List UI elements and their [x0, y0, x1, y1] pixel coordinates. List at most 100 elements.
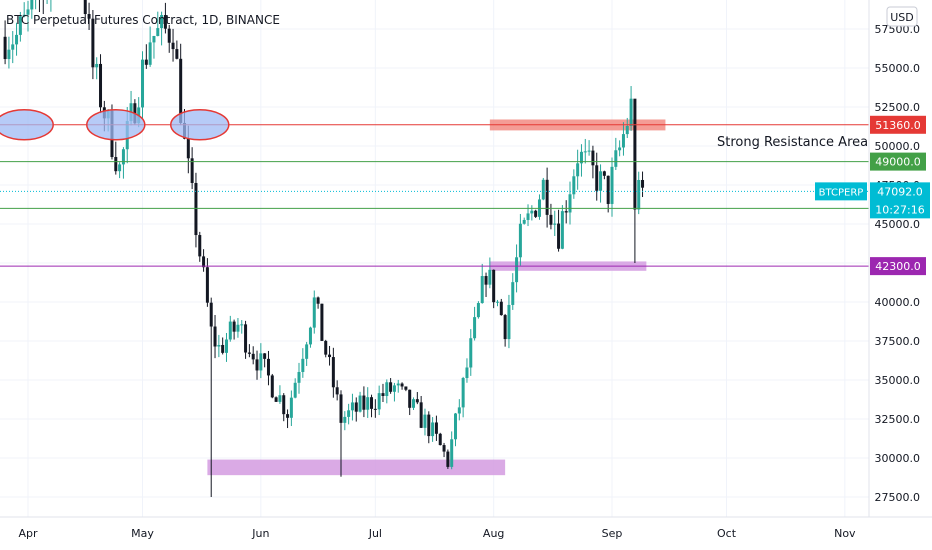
candle-body	[240, 324, 244, 326]
candle-body	[289, 397, 293, 418]
candle-body	[629, 98, 633, 126]
candle-body	[190, 158, 194, 183]
level-badge-label: 42300.0	[875, 260, 921, 273]
candle-body	[488, 269, 492, 285]
time-tick-label: Oct	[717, 527, 737, 540]
candle-body	[385, 382, 389, 396]
candle-body	[621, 134, 625, 148]
time-tick-label: Nov	[834, 527, 856, 540]
candle-body	[251, 353, 255, 360]
ellipse-marker	[86, 109, 146, 141]
candle-body	[118, 164, 122, 172]
candle-body	[495, 301, 499, 303]
candle-body	[381, 393, 385, 396]
candle-body	[442, 445, 446, 452]
candle-body	[156, 28, 160, 36]
candle-body	[293, 382, 297, 398]
candle-body	[305, 344, 309, 359]
candle-body	[343, 416, 347, 423]
candle-body	[602, 171, 606, 176]
candle-body	[30, 0, 34, 10]
time-axis[interactable]	[0, 517, 869, 550]
candle-body	[95, 63, 99, 68]
candle-body	[91, 18, 95, 68]
candle-body	[366, 397, 370, 410]
candle-body	[331, 357, 335, 388]
price-tick-label: 50000.0	[875, 140, 921, 153]
candle-body	[415, 399, 419, 403]
candle-body	[568, 194, 572, 213]
candle-body	[263, 353, 267, 359]
candle-body	[347, 410, 351, 417]
candle-body	[511, 282, 515, 305]
candle-body	[282, 395, 286, 415]
candle-body	[465, 367, 469, 379]
candle-body	[404, 386, 408, 390]
candle-body	[274, 397, 278, 402]
candle-body	[507, 304, 511, 340]
candle-body	[228, 321, 232, 340]
level-badge	[870, 115, 926, 134]
candle-body	[614, 150, 618, 167]
candle-body	[427, 414, 431, 437]
candle-body	[213, 326, 217, 347]
candle-body	[163, 15, 167, 29]
candle-body	[354, 402, 358, 412]
candle-body	[499, 301, 503, 316]
candle-body	[316, 297, 320, 304]
price-tick-label: 55000.0	[875, 62, 921, 75]
candle-body	[392, 385, 396, 392]
candle-body	[328, 354, 332, 358]
candle-body	[83, 0, 87, 15]
candle-body	[583, 151, 587, 153]
currency-button[interactable]	[886, 6, 918, 27]
candle-body	[637, 179, 641, 210]
candle-body	[503, 315, 507, 340]
candle-body	[587, 150, 591, 152]
candle-body	[312, 297, 316, 328]
level-badge-label: 49000.0	[875, 156, 921, 169]
level-badge	[870, 257, 926, 276]
ellipse-markers	[0, 109, 230, 141]
candle-body	[278, 395, 282, 402]
candle-body	[167, 28, 171, 43]
candle-body	[400, 383, 404, 387]
candle-body	[171, 42, 175, 50]
candle-body	[144, 59, 148, 65]
candle-body	[522, 219, 526, 224]
candle-body	[255, 359, 259, 371]
candle-body	[446, 451, 450, 467]
candle-body	[7, 49, 11, 60]
candle-body	[160, 15, 164, 29]
time-tick-label: Aug	[483, 527, 504, 540]
candles	[3, 0, 645, 497]
candle-body	[450, 439, 454, 467]
level-badge	[870, 152, 926, 171]
candle-body	[408, 389, 412, 408]
symbol-badge	[815, 182, 867, 201]
price-tick-label: 52500.0	[875, 101, 921, 114]
candle-body	[286, 414, 290, 418]
candle-body	[217, 344, 221, 347]
price-tick-label: 27500.0	[875, 491, 921, 504]
candle-body	[121, 149, 125, 165]
candle-body	[438, 433, 442, 446]
time-tick-label: Apr	[18, 527, 38, 540]
candle-body	[320, 303, 324, 341]
time-tick-label: May	[131, 527, 154, 540]
price-tick-label: 32500.0	[875, 413, 921, 426]
price-tick-label: 30000.0	[875, 452, 921, 465]
candle-body	[339, 394, 343, 423]
candle-body	[224, 339, 228, 353]
candle-body	[541, 179, 545, 200]
candle-body	[114, 157, 118, 172]
candle-body	[412, 399, 416, 408]
time-tick-label: Sep	[602, 527, 623, 540]
candle-body	[22, 14, 26, 17]
chart-title: BTC Perpetual Futures Contract, 1D, BINA…	[6, 13, 280, 27]
candle-body	[476, 303, 480, 318]
candle-body	[625, 125, 629, 135]
candle-body	[396, 383, 400, 386]
price-tick-label: 35000.0	[875, 374, 921, 387]
